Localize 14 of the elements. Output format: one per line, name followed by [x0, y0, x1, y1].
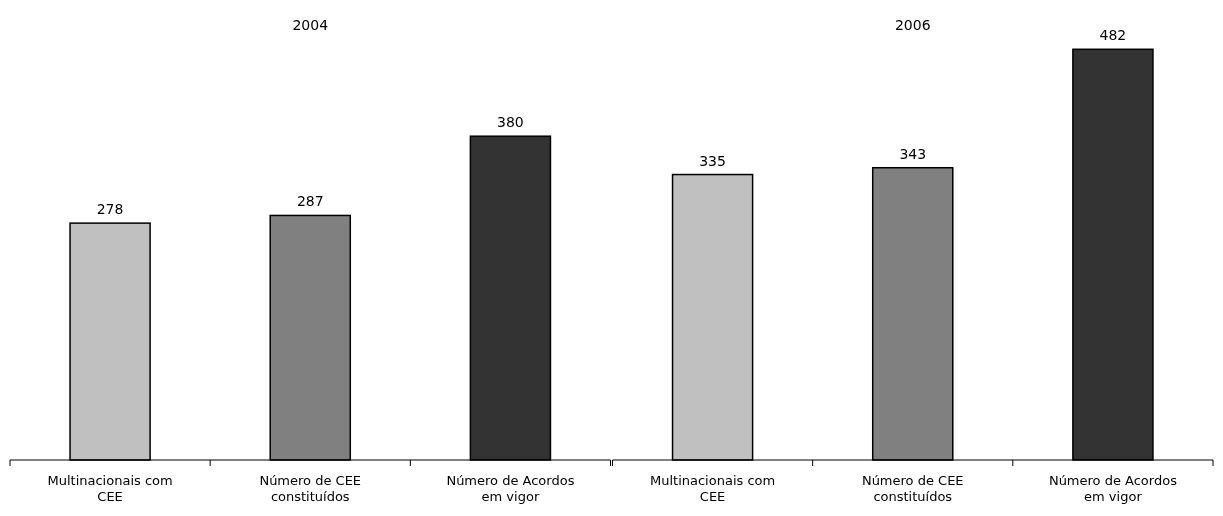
x-tick-label: Número de Acordos em vigor: [446, 473, 575, 504]
x-tick-label: Número de Acordos em vigor: [1048, 473, 1178, 504]
x-tick-label: Número de CEE constituídos: [861, 473, 964, 504]
chart-title: 2006: [894, 17, 931, 33]
x-tick-label: Multinacionais com CEE: [649, 473, 776, 504]
data-label: 287: [296, 193, 324, 210]
x-tick-label: Multinacionais com CEE: [47, 473, 173, 504]
data-label: 278: [96, 201, 124, 218]
x-tick-label: Número de CEE constituídos: [259, 473, 362, 504]
data-label: 380: [497, 114, 524, 131]
data-label: 343: [899, 145, 927, 162]
chart-title: 2004: [292, 17, 329, 33]
data-label: 335: [699, 152, 726, 169]
data-label: 482: [1099, 27, 1127, 44]
